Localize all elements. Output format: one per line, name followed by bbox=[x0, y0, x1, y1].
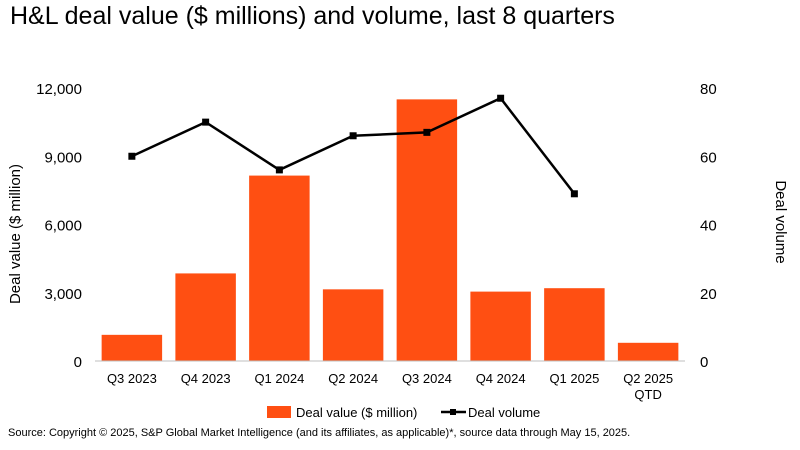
line-marker bbox=[570, 190, 578, 198]
y-left-tick-label: 12,000 bbox=[36, 81, 82, 98]
x-tick-label: Q1 2025 bbox=[549, 371, 599, 386]
legend-bar-swatch bbox=[267, 406, 291, 418]
y-axis-right: Deal volume 0 20 40 60 80 bbox=[700, 81, 789, 371]
x-tick-label: Q1 2024 bbox=[254, 371, 304, 386]
x-tick-label: Q2 2025 bbox=[623, 371, 673, 386]
y-right-tick-label: 80 bbox=[700, 81, 717, 98]
line-marker bbox=[423, 128, 431, 136]
y-right-tick-label: 60 bbox=[700, 149, 717, 166]
line-marker bbox=[202, 118, 210, 126]
bar-series bbox=[101, 99, 679, 361]
x-tick-label: Q3 2023 bbox=[107, 371, 157, 386]
x-tick-label: Q2 2024 bbox=[328, 371, 378, 386]
source-note: Source: Copyright © 2025, S&P Global Mar… bbox=[8, 427, 631, 439]
legend-bar-label: Deal value ($ million) bbox=[296, 405, 417, 420]
line-marker bbox=[275, 166, 283, 174]
line-marker bbox=[349, 132, 357, 140]
y-right-tick-label: 40 bbox=[700, 218, 717, 235]
y-axis-left: Deal value ($ million) 0 3,000 6,000 9,000 1… bbox=[7, 81, 82, 371]
y-axis-left-ticks: 0 3,000 6,000 9,000 12,000 bbox=[36, 81, 82, 371]
y-axis-left-label: Deal value ($ million) bbox=[7, 164, 24, 304]
y-left-tick-label: 3,000 bbox=[44, 286, 82, 303]
bar bbox=[617, 342, 679, 361]
line-marker bbox=[497, 94, 505, 102]
y-left-tick-label: 0 bbox=[74, 354, 82, 371]
x-tick-label: Q3 2024 bbox=[402, 371, 452, 386]
y-axis-right-label: Deal volume bbox=[772, 180, 789, 263]
y-left-tick-label: 6,000 bbox=[44, 218, 82, 235]
bar bbox=[544, 288, 605, 361]
legend: Deal value ($ million) Deal volume bbox=[267, 405, 540, 420]
bar bbox=[470, 291, 531, 361]
legend-line-label: Deal volume bbox=[468, 405, 540, 420]
y-axis-right-ticks: 0 20 40 60 80 bbox=[700, 81, 717, 371]
chart-title: H&L deal value ($ millions) and volume, … bbox=[10, 2, 615, 30]
x-tick-label: QTD bbox=[634, 387, 661, 402]
bar bbox=[396, 99, 458, 361]
line-marker bbox=[128, 152, 136, 160]
x-tick-label: Q4 2024 bbox=[476, 371, 526, 386]
bar bbox=[249, 175, 310, 361]
y-right-tick-label: 0 bbox=[700, 354, 708, 371]
x-tick-label: Q4 2023 bbox=[181, 371, 231, 386]
x-axis-ticks: Q3 2023 Q4 2023 Q1 2024 Q2 2024 Q3 2024 Q4 20… bbox=[107, 371, 673, 402]
line-series bbox=[128, 94, 578, 198]
y-left-tick-label: 9,000 bbox=[44, 149, 82, 166]
bar bbox=[322, 289, 384, 361]
deal-volume-line bbox=[131, 96, 576, 195]
bar bbox=[101, 334, 163, 361]
bar bbox=[175, 273, 236, 361]
y-right-tick-label: 20 bbox=[700, 286, 717, 303]
legend-line-marker bbox=[450, 409, 456, 415]
